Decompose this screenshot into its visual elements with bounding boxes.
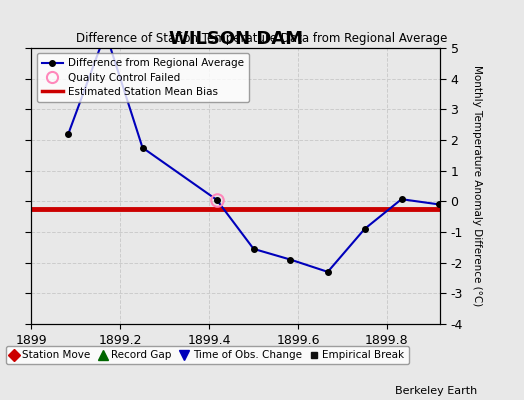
Title: WILSON DAM: WILSON DAM — [169, 30, 303, 48]
Text: Difference of Station Temperature Data from Regional Average: Difference of Station Temperature Data f… — [77, 32, 447, 45]
Legend: Station Move, Record Gap, Time of Obs. Change, Empirical Break: Station Move, Record Gap, Time of Obs. C… — [6, 346, 409, 364]
Y-axis label: Monthly Temperature Anomaly Difference (°C): Monthly Temperature Anomaly Difference (… — [473, 65, 483, 307]
Text: Berkeley Earth: Berkeley Earth — [395, 386, 477, 396]
